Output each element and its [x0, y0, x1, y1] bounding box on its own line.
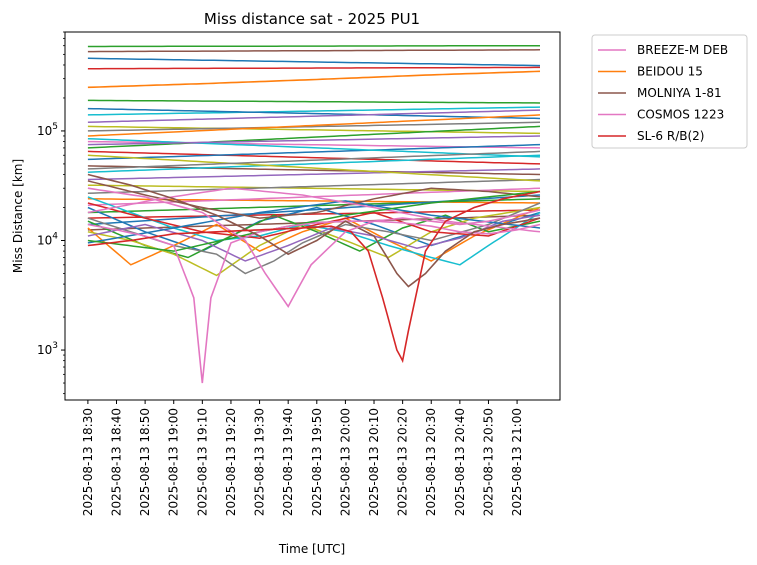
background-series-line-12	[87, 125, 541, 149]
background-series-line-1	[87, 57, 541, 67]
y-tick-label: 105	[37, 122, 58, 138]
background-series-line-39	[87, 180, 541, 219]
background-series-line-6	[87, 107, 541, 120]
y-axis-label: Miss Distance [km]	[11, 159, 25, 273]
x-tick-label: 2025-08-13 20:30	[424, 408, 438, 516]
background-series-line-2	[87, 66, 540, 70]
legend-label: BREEZE-M DEB	[637, 43, 728, 57]
series-line-cosmos-1223	[87, 187, 541, 309]
background-series-line-5	[87, 106, 541, 116]
background-series-line-16	[87, 154, 541, 173]
background-series-line-36	[87, 214, 541, 262]
background-series-line-37	[87, 202, 541, 239]
background-series-line-15	[87, 165, 541, 176]
background-series-line-13	[87, 150, 541, 165]
x-tick-label: 2025-08-13 20:00	[338, 408, 352, 516]
background-series-line-9	[87, 121, 541, 132]
legend-label: COSMOS 1223	[637, 108, 724, 122]
background-series-line-19	[87, 178, 541, 194]
x-tick-label: 2025-08-13 19:50	[310, 408, 324, 516]
background-series-line-3	[87, 49, 541, 53]
x-tick-label: 2025-08-13 18:30	[81, 408, 95, 516]
legend-label: SL-6 R/B(2)	[637, 129, 704, 143]
x-tick-label: 2025-08-13 19:20	[224, 408, 238, 516]
x-tick-label: 2025-08-13 20:40	[453, 408, 467, 516]
x-tick-label: 2025-08-13 19:30	[253, 408, 267, 516]
x-tick-label: 2025-08-13 19:10	[195, 408, 209, 516]
x-tick-label: 2025-08-13 21:00	[510, 408, 524, 516]
background-series-line-7	[87, 109, 541, 124]
y-tick-label: 103	[37, 341, 58, 357]
x-tick-label: 2025-08-13 20:50	[481, 408, 495, 516]
background-series-line-0	[87, 44, 540, 48]
series-line-sl-6-r-b-2-	[87, 190, 541, 364]
chart-title: Miss distance sat - 2025 PU1	[204, 10, 420, 28]
x-tick-label: 2025-08-13 18:50	[138, 408, 152, 516]
x-axis-label: Time [UTC]	[278, 542, 345, 556]
legend-label: MOLNIYA 1-81	[637, 86, 722, 100]
x-tick-label: 2025-08-13 20:10	[367, 408, 381, 516]
background-series-line-27	[87, 135, 541, 146]
background-series-line-29	[87, 150, 541, 170]
y-tick-label: 104	[37, 231, 58, 247]
legend-frame	[591, 34, 748, 149]
plot-frame	[64, 31, 561, 401]
background-series-line-41	[87, 190, 541, 252]
background-series-line-8	[87, 125, 541, 135]
legend-label: BEIDOU 15	[637, 65, 703, 79]
background-series-line-14	[87, 143, 541, 161]
x-tick-label: 2025-08-13 20:20	[396, 408, 410, 516]
series-line-breeze-m-deb	[87, 220, 541, 384]
background-series-line-17	[87, 168, 541, 181]
background-series-line-10	[87, 114, 541, 137]
x-tick-label: 2025-08-13 18:40	[110, 408, 124, 516]
series-line-molniya-1-81	[87, 173, 541, 288]
background-series-line-28	[87, 154, 541, 182]
background-series-line-33	[87, 206, 541, 277]
x-tick-label: 2025-08-13 19:00	[167, 408, 181, 516]
background-series-line-30	[87, 206, 541, 252]
background-series-line-4	[87, 99, 541, 104]
x-tick-label: 2025-08-13 19:40	[281, 408, 295, 516]
legend: BREEZE-M DEB BEIDOU 15 MOLNIYA 1-81 COSMOS …	[591, 34, 748, 149]
background-series-line-38	[87, 200, 541, 244]
series-line-beidou-15	[87, 70, 541, 89]
